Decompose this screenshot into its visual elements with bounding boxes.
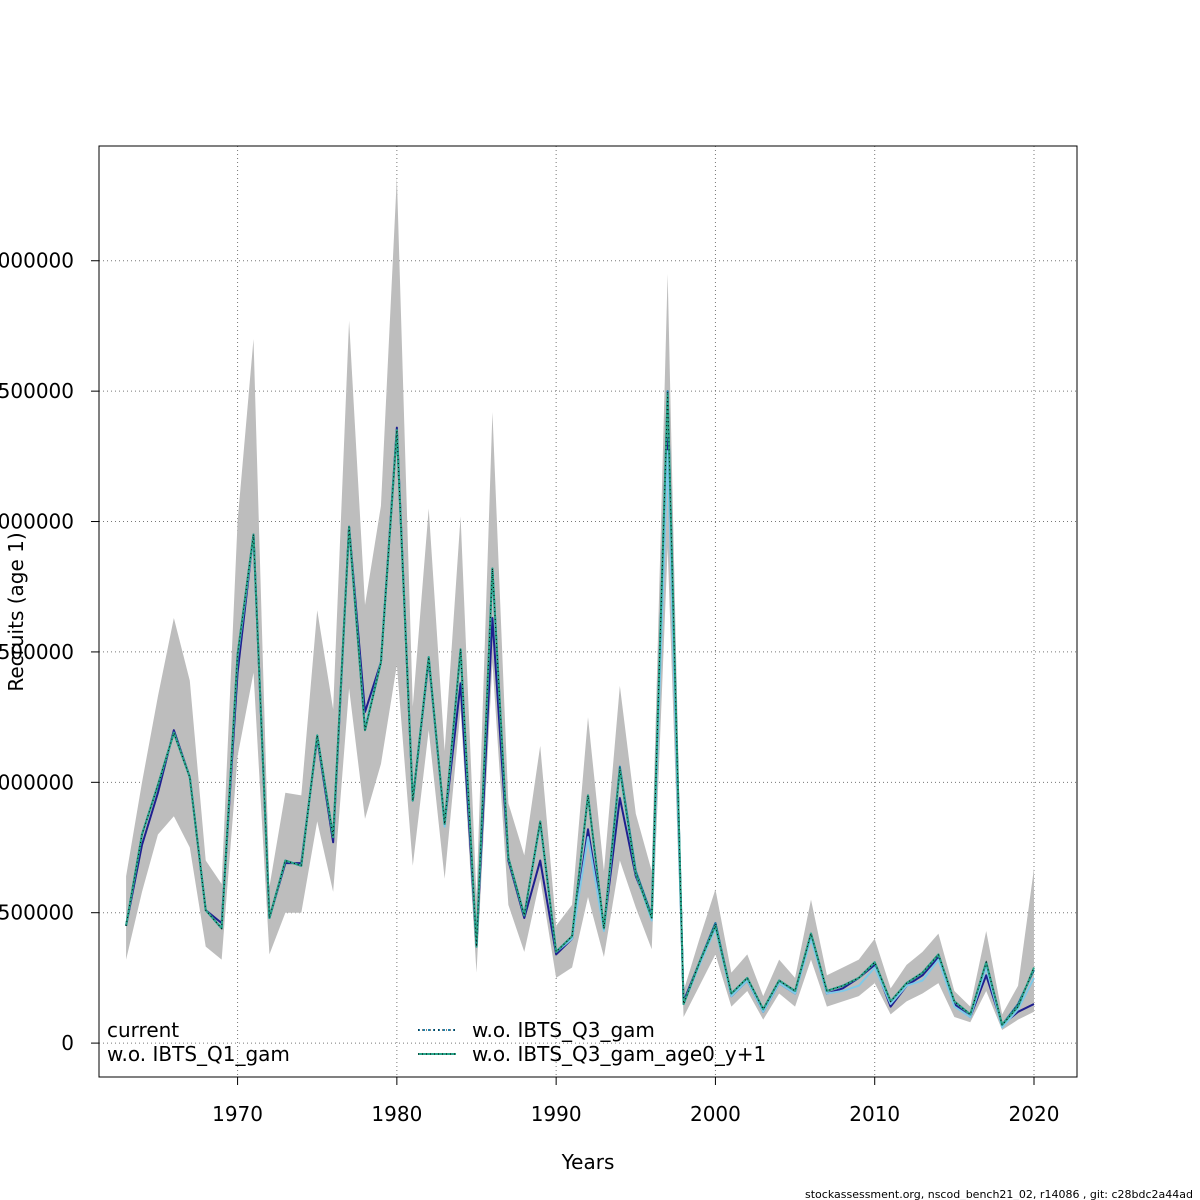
y-axis-title: Recruits (age 1) — [4, 532, 28, 691]
legend-label-current: current — [107, 1018, 179, 1042]
y-axis: 0 500000 1000000 1500000 2000000 2500000 30000… — [0, 249, 99, 1055]
x-tick-label-2000: 2000 — [690, 1102, 741, 1126]
y-tick-label-1500000: 1500000 — [0, 640, 74, 664]
x-tick-label-1980: 1980 — [371, 1102, 422, 1126]
legend-label-wo-ibts-q3-gam: w.o. IBTS_Q3_gam — [472, 1018, 655, 1042]
legend: current w.o. IBTS_Q1_gam w.o. IBTS_Q3_ga… — [107, 1018, 766, 1066]
series-line-w-o-ibts-q3-gam-age0-y-1 — [125, 392, 1035, 1026]
x-axis-title: Years — [561, 1150, 615, 1174]
x-tick-label-1990: 1990 — [531, 1102, 582, 1126]
y-tick-label-0: 0 — [61, 1031, 74, 1055]
y-tick-label-2000000: 2000000 — [0, 510, 74, 534]
legend-label-wo-ibts-q3-gam-age0: w.o. IBTS_Q3_gam_age0_y+1 — [472, 1042, 766, 1066]
footer-caption: stockassessment.org, nscod_bench21_02, r… — [805, 1188, 1193, 1200]
x-tick-label-2020: 2020 — [1009, 1102, 1060, 1126]
series-group — [125, 390, 1035, 1029]
x-tick-label-1970: 1970 — [212, 1102, 263, 1126]
y-tick-label-3000000: 3000000 — [0, 249, 74, 273]
x-tick-label-2010: 2010 — [849, 1102, 900, 1126]
x-axis: 1970 1980 1990 2000 2010 2020 — [212, 1077, 1059, 1126]
y-tick-label-1000000: 1000000 — [0, 770, 74, 794]
legend-label-wo-ibts-q1-gam: w.o. IBTS_Q1_gam — [107, 1042, 290, 1066]
y-tick-label-500000: 500000 — [0, 901, 74, 925]
y-tick-label-2500000: 2500000 — [0, 379, 74, 403]
plot-frame — [98, 145, 1078, 1078]
